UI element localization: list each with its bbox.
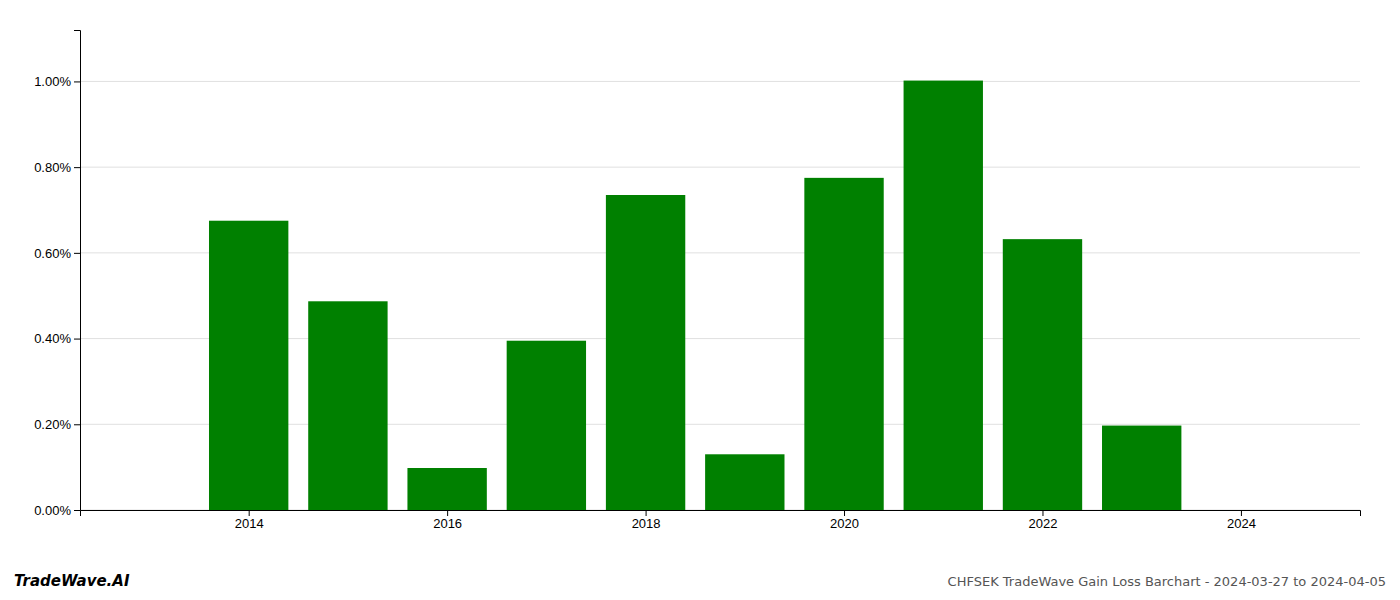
grid <box>80 81 1360 510</box>
x-tick-mark <box>646 510 647 516</box>
plot-area <box>209 81 1181 510</box>
y-tick-mark <box>74 253 80 254</box>
bar <box>1003 239 1082 510</box>
bar <box>804 178 883 510</box>
y-tick-label: 0.20% <box>34 417 71 432</box>
y-tick: 0.60% <box>34 246 80 261</box>
title: CHFSEK TradeWave Gain Loss Barchart - 20… <box>948 574 1386 589</box>
x-tick-mark <box>447 510 448 516</box>
y-tick-label: 0.40% <box>34 331 71 346</box>
bar <box>705 454 784 510</box>
x-tick-mark <box>844 510 845 516</box>
bar <box>209 221 288 510</box>
x-tick: 2014 <box>235 510 264 531</box>
x-tick-mark <box>249 510 250 516</box>
y-tick-label: 1.00% <box>34 74 71 89</box>
bar <box>308 301 387 510</box>
y-tick-mark <box>74 167 80 168</box>
x-axis-line <box>81 511 1361 517</box>
x-tick: 2022 <box>1029 510 1058 531</box>
x-tick-label: 2022 <box>1029 516 1058 531</box>
y-tick: 1.00% <box>34 74 80 89</box>
x-tick-label: 2014 <box>235 516 264 531</box>
y-tick-mark <box>74 424 80 425</box>
bar <box>1102 426 1181 510</box>
y-axis-line <box>74 31 81 511</box>
bar <box>507 341 586 510</box>
y-axis: 0.00% 0.20% 0.40% 0.60% 0.80% 1.00% <box>34 31 80 518</box>
x-tick-mark <box>1241 510 1242 516</box>
x-tick: 2016 <box>433 510 462 531</box>
bar <box>606 195 685 510</box>
x-tick-label: 2024 <box>1227 516 1256 531</box>
x-tick: 2024 <box>1227 510 1256 531</box>
grid-line <box>80 167 1360 168</box>
watermark: TradeWave.AI <box>14 572 130 590</box>
y-tick-label: 0.60% <box>34 246 71 261</box>
y-tick: 0.20% <box>34 417 80 432</box>
grid-line <box>80 81 1360 82</box>
x-axis: 2014 2016 2018 2020 2022 2024 <box>81 510 1361 531</box>
y-tick-label: 0.00% <box>34 503 71 518</box>
chart: 2014201620182020202220240.00%0.20%0.40%0… <box>0 0 1400 600</box>
x-tick-mark <box>1042 510 1043 516</box>
x-tick: 2018 <box>632 510 661 531</box>
bar <box>407 468 486 510</box>
y-tick: 0.40% <box>34 331 80 346</box>
y-tick-mark <box>74 81 80 82</box>
y-tick-mark <box>74 339 80 340</box>
x-tick: 2020 <box>830 510 859 531</box>
y-tick: 0.80% <box>34 160 80 175</box>
y-tick: 0.00% <box>34 503 80 518</box>
y-tick-mark <box>74 510 80 511</box>
x-tick-label: 2016 <box>433 516 462 531</box>
bar <box>904 81 983 510</box>
y-tick-label: 0.80% <box>34 160 71 175</box>
x-tick-label: 2018 <box>632 516 661 531</box>
x-tick-label: 2020 <box>830 516 859 531</box>
